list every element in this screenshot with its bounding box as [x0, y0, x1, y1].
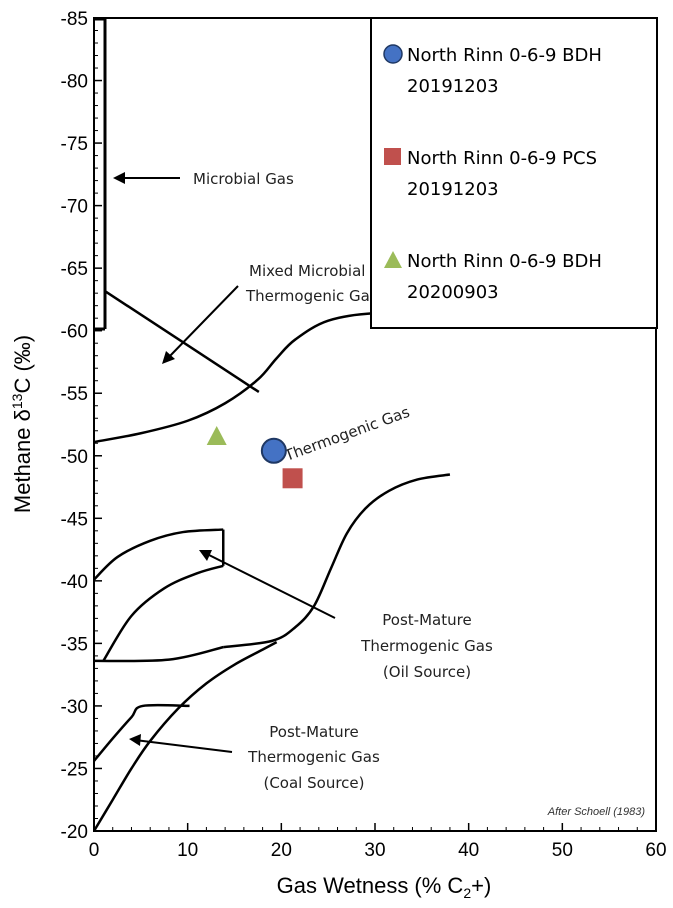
legend-label-pcs-2019-line2: 20191203	[407, 179, 499, 200]
legend-label-bdh-2019-line2: 20191203	[407, 76, 499, 97]
annotation-mixed-line2: Thermogenic Gas	[245, 287, 378, 305]
legend-label-bdh-2019-line1: North Rinn 0-6-9 BDH	[407, 45, 602, 66]
y-tick-label: -80	[61, 72, 88, 93]
microbial-field-bracket	[94, 17, 107, 331]
data-points	[206, 426, 303, 489]
y-tick-label: -65	[61, 259, 88, 280]
y-tick-label: -55	[61, 384, 88, 405]
y-axis-title-post: C (‰)	[10, 335, 35, 394]
y-tick-label: -40	[61, 572, 88, 593]
y-axis-title: Methane δ13C (‰)	[9, 335, 35, 513]
y-axis-title-sup: 13	[9, 393, 25, 409]
x-axis-title: Gas Wetness (% C2+)	[277, 873, 492, 901]
legend-label-pcs-2019-line1: North Rinn 0-6-9 PCS	[407, 148, 597, 169]
oil-arrow	[204, 552, 336, 619]
annotation-arrows	[113, 172, 336, 753]
boundary-oil-right	[223, 473, 451, 649]
legend-box	[370, 17, 658, 329]
boundary-oil-top-inner	[93, 528, 224, 581]
y-tick-label: -60	[61, 322, 88, 343]
mixed-arrowhead	[162, 351, 175, 364]
y-tick-label: -50	[61, 447, 88, 468]
annotation-oil-line2: Thermogenic Gas	[360, 637, 493, 655]
x-tick-label: 50	[552, 840, 573, 861]
annotation-coal-line2: Thermogenic Gas	[247, 748, 380, 766]
legend-label-bdh-2020-line1: North Rinn 0-6-9 BDH	[407, 251, 602, 272]
source-credit: After Schoell (1983)	[547, 806, 646, 818]
y-tick-label: -35	[61, 634, 88, 655]
y-tick-label: -20	[61, 822, 88, 843]
boundary-coal-lower	[92, 641, 278, 832]
x-tick-labels: 0 10 20 30 40 50 60	[89, 840, 667, 861]
legend: North Rinn 0-6-9 BDH 20191203 North Rinn…	[370, 17, 658, 329]
y-tick-label: -85	[61, 9, 88, 30]
boundary-oil-bottom	[93, 645, 224, 663]
mixed-arrow	[167, 285, 239, 359]
x-tick-label: 30	[364, 840, 385, 861]
coal-arrowhead	[129, 734, 141, 746]
x-tick-label: 60	[645, 840, 666, 861]
boundary-coal-upper	[93, 703, 190, 762]
y-tick-label: -25	[61, 759, 88, 780]
y-tick-label: -75	[61, 134, 88, 155]
microbial-arrowhead	[113, 172, 125, 184]
legend-label-bdh-2020-line2: 20200903	[407, 282, 499, 303]
annotation-microbial-gas: Microbial Gas	[193, 170, 294, 188]
legend-marker-bdh-2019	[383, 44, 403, 64]
annotation-oil-line1: Post-Mature	[382, 611, 471, 629]
oil-arrowhead	[199, 550, 212, 561]
y-tick-label: -45	[61, 509, 88, 530]
boundary-oil-left	[102, 564, 224, 662]
boundary-mixed-lower	[93, 310, 450, 444]
data-point-square	[282, 468, 303, 489]
x-axis-title-sub: 2	[463, 885, 471, 901]
legend-marker-pcs-2019	[384, 148, 401, 165]
x-tick-label: 40	[458, 840, 479, 861]
annotation-coal-line1: Post-Mature	[269, 723, 358, 741]
annotation-mixed-line1: Mixed Microbial	[249, 262, 365, 280]
annotation-coal-line3: (Coal Source)	[263, 774, 364, 792]
x-tick-label: 20	[271, 840, 292, 861]
y-tick-label: -70	[61, 197, 88, 218]
coal-arrow	[134, 739, 233, 753]
x-axis-title-main: Gas Wetness (% C	[277, 873, 464, 898]
y-tick-label: -30	[61, 697, 88, 718]
x-axis-title-end: +)	[471, 873, 491, 898]
boundary-mixed-diagonal	[103, 289, 260, 394]
annotation-oil-line3: (Oil Source)	[383, 663, 471, 681]
y-tick-labels: -20 -25 -30 -35 -40 -45 -50 -55 -60 -65 -70 -75 -80 -…	[61, 9, 88, 843]
y-axis-title-pre: Methane δ	[10, 409, 35, 513]
legend-marker-bdh-2020	[384, 251, 402, 268]
x-tick-label: 10	[177, 840, 198, 861]
x-tick-label: 0	[89, 840, 100, 861]
data-point-triangle	[206, 426, 227, 446]
data-point-circle	[260, 437, 287, 464]
field-boundaries	[92, 289, 451, 832]
